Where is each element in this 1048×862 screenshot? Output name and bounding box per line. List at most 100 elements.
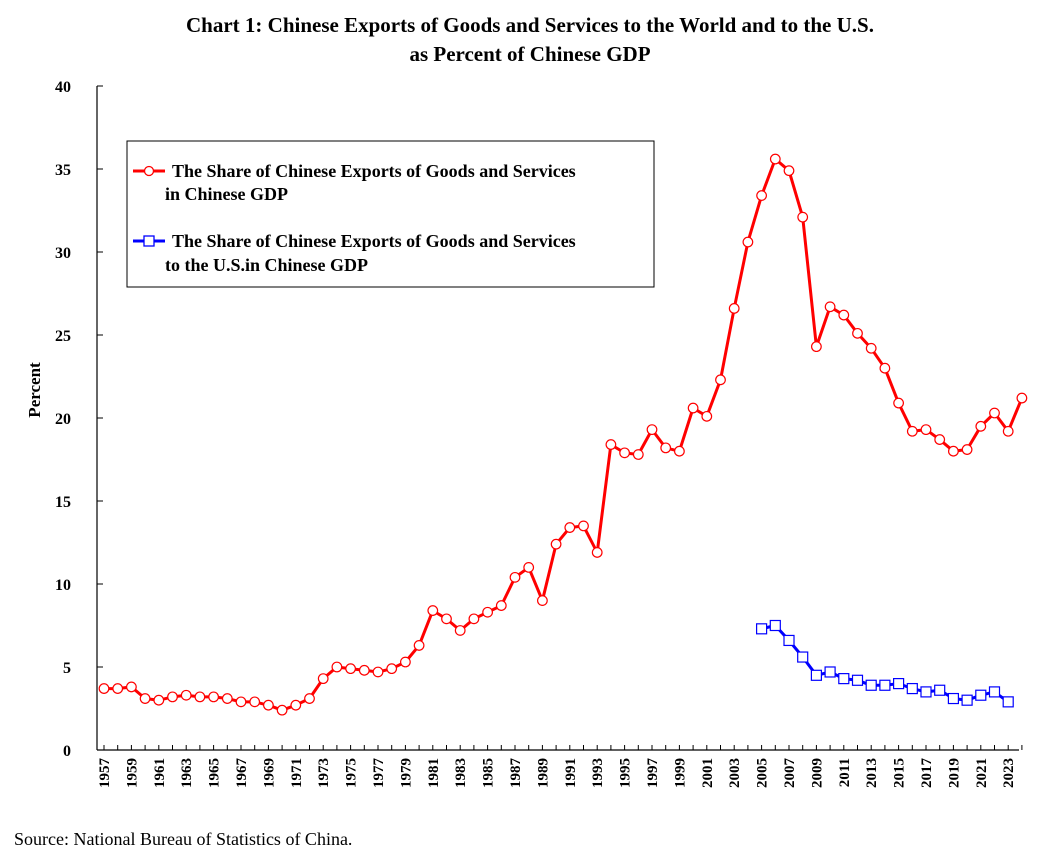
x-axis-ticks: 1957 1959 1961 1963 1965 1967 1969 1971 1973 1975… (97, 745, 1023, 789)
series-0-point-2014 (879, 362, 891, 374)
x-tick-label-2021: 2021 (974, 758, 990, 788)
series-0-point-1958 (112, 683, 124, 694)
series-0-point-2017 (920, 424, 932, 436)
x-tick-label-2001: 2001 (700, 758, 716, 788)
x-tick-label-1981: 1981 (426, 758, 442, 788)
y-tick-label-15: 15 (55, 494, 71, 511)
y-axis-ticks: 0 5 10 15 20 25 30 35 40 (55, 79, 103, 760)
series-1 (755, 619, 1014, 708)
y-tick-label-30: 30 (55, 245, 71, 262)
x-tick-label-1959: 1959 (124, 758, 140, 788)
y-tick-label-40: 40 (55, 79, 71, 96)
series-0-point-1975 (345, 663, 357, 675)
y-tick-label-35: 35 (55, 162, 71, 179)
chart-title-line-2: as Percent of Chinese GDP (409, 42, 650, 66)
series-0-point-1982 (441, 613, 452, 625)
x-tick-label-2011: 2011 (837, 758, 853, 787)
x-tick-label-1975: 1975 (344, 758, 360, 788)
x-tick-label-1961: 1961 (152, 758, 168, 788)
series-0-point-1989 (537, 595, 548, 606)
chart-title: Chart 1: Chinese Exports of Goods and Se… (186, 13, 874, 66)
x-tick-label-2005: 2005 (755, 758, 771, 788)
series-0-point-2016 (906, 425, 918, 437)
x-tick-label-1977: 1977 (371, 758, 387, 789)
series-0-point-2008 (797, 211, 809, 223)
series-0-point-1968 (249, 696, 261, 708)
series-0-point-2020 (961, 444, 973, 455)
series-1-point-2009 (810, 669, 823, 681)
series-1-point-2007 (783, 634, 795, 647)
series-1-point-2023 (1002, 696, 1014, 708)
series-0-point-1987 (509, 571, 521, 583)
series-1-point-2019 (947, 692, 960, 705)
series-layer (98, 153, 1028, 716)
x-tick-label-1983: 1983 (453, 758, 469, 788)
x-tick-label-2003: 2003 (727, 758, 743, 788)
x-tick-label-2015: 2015 (892, 758, 908, 788)
x-tick-label-1989: 1989 (535, 758, 551, 788)
series-0-point-1974 (331, 661, 343, 673)
series-0-point-1978 (386, 663, 398, 675)
x-tick-label-2017: 2017 (919, 758, 935, 789)
y-tick-label-0: 0 (63, 743, 71, 760)
series-0-point-1998 (660, 442, 672, 454)
legend-label-red-line-1: The Share of Chinese Exports of Goods an… (172, 161, 576, 181)
x-tick-label-1987: 1987 (508, 758, 524, 789)
series-0-point-1993 (591, 547, 603, 558)
series-0-point-1984 (468, 613, 480, 625)
series-0-point-1973 (317, 673, 329, 685)
legend-label-blue-line-2: to the U.S.in Chinese GDP (165, 255, 368, 275)
series-0-point-2002 (715, 374, 726, 386)
x-tick-label-1979: 1979 (398, 758, 414, 788)
x-tick-label-1971: 1971 (289, 758, 305, 788)
series-0-point-1992 (578, 520, 589, 532)
series-1-point-2017 (920, 686, 932, 698)
x-tick-label-2007: 2007 (782, 758, 798, 789)
legend-box (126, 140, 655, 288)
x-tick-label-2023: 2023 (1001, 758, 1017, 788)
series-0-point-1966 (221, 693, 233, 704)
series-0-point-1965 (208, 691, 220, 703)
x-tick-label-2019: 2019 (946, 758, 962, 788)
series-0-point-1967 (235, 696, 247, 708)
series-0-point-1985 (482, 606, 494, 618)
series-0-point-2001 (701, 410, 713, 422)
series-1-point-2022 (988, 686, 1001, 698)
series-0-point-1977 (372, 666, 384, 678)
y-tick-label-5: 5 (63, 660, 71, 677)
x-tick-label-1991: 1991 (563, 758, 579, 788)
series-0-point-1971 (290, 699, 302, 711)
series-0-point-1986 (495, 600, 507, 611)
series-0-point-2005 (756, 190, 767, 201)
series-1-point-2013 (865, 679, 877, 691)
series-0-point-1990 (550, 538, 562, 550)
series-0-point-1961 (153, 694, 165, 706)
x-tick-label-1999: 1999 (672, 758, 688, 788)
series-0-point-1997 (646, 424, 658, 436)
series-0-point-2021 (975, 420, 987, 432)
series-0-point-2003 (728, 303, 740, 314)
x-tick-label-1957: 1957 (97, 758, 113, 789)
x-tick-label-1969: 1969 (261, 758, 277, 788)
legend: The Share of Chinese Exports of Goods an… (126, 140, 655, 288)
x-tick-label-1965: 1965 (207, 758, 223, 788)
series-0-point-1959 (125, 681, 137, 693)
series-0-point-1962 (167, 691, 178, 703)
series-0-point-1980 (413, 640, 425, 651)
series-0-point-1988 (523, 562, 535, 573)
x-tick-label-1997: 1997 (645, 758, 661, 789)
legend-label-red-line-2: in Chinese GDP (165, 184, 288, 204)
series-0-point-1995 (619, 447, 630, 459)
series-0-point-1963 (180, 689, 192, 701)
series-0-point-1972 (304, 693, 315, 704)
legend-label-blue-line-1: The Share of Chinese Exports of Goods an… (172, 231, 576, 251)
series-0-point-2006 (769, 153, 781, 165)
series-0-point-1983 (454, 625, 466, 636)
series-0-point-1994 (605, 439, 617, 450)
series-1-point-2006 (769, 619, 781, 632)
chart-title-line-1: Chart 1: Chinese Exports of Goods and Se… (186, 13, 874, 37)
series-0-point-2013 (865, 342, 877, 354)
series-0-point-1979 (400, 656, 411, 668)
series-0-point-2000 (687, 402, 699, 414)
x-tick-label-1967: 1967 (234, 758, 250, 789)
